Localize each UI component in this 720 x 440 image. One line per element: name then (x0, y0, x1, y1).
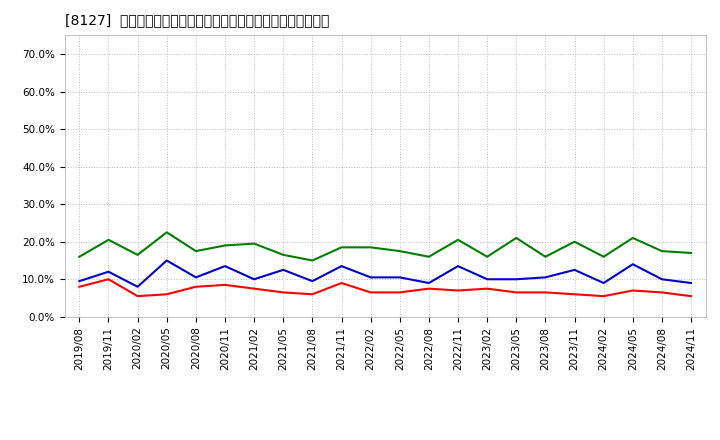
在庫 (425, 280, 433, 286)
売上債権 (366, 290, 375, 295)
買入債務 (133, 252, 142, 257)
買入債務 (366, 245, 375, 250)
売上債権 (570, 292, 579, 297)
買入債務 (75, 254, 84, 259)
買入債務 (541, 254, 550, 259)
買入債務 (483, 254, 492, 259)
売上債権 (337, 280, 346, 286)
在庫 (163, 258, 171, 263)
買入債務 (104, 237, 113, 242)
買入債務 (512, 235, 521, 241)
在庫 (512, 277, 521, 282)
売上債権 (133, 293, 142, 299)
売上債権 (687, 293, 696, 299)
在庫 (337, 264, 346, 269)
売上債権 (483, 286, 492, 291)
在庫 (687, 280, 696, 286)
買入債務 (250, 241, 258, 246)
買入債務 (395, 249, 404, 254)
在庫 (483, 277, 492, 282)
Line: 売上債権: 売上債権 (79, 279, 691, 296)
在庫 (629, 262, 637, 267)
在庫 (366, 275, 375, 280)
在庫 (279, 267, 287, 272)
売上債権 (395, 290, 404, 295)
買入債務 (629, 235, 637, 241)
売上債権 (512, 290, 521, 295)
売上債権 (629, 288, 637, 293)
売上債権 (163, 292, 171, 297)
在庫 (541, 275, 550, 280)
在庫 (308, 279, 317, 284)
在庫 (395, 275, 404, 280)
売上債権 (599, 293, 608, 299)
在庫 (75, 279, 84, 284)
売上債権 (541, 290, 550, 295)
売上債権 (308, 292, 317, 297)
買入債務 (687, 250, 696, 256)
Text: [8127]  売上債権、在庫、買入債務の総資産に対する比率の推移: [8127] 売上債権、在庫、買入債務の総資産に対する比率の推移 (65, 13, 329, 27)
在庫 (454, 264, 462, 269)
買入債務 (454, 237, 462, 242)
買入債務 (657, 249, 666, 254)
買入債務 (163, 230, 171, 235)
Line: 在庫: 在庫 (79, 260, 691, 287)
買入債務 (308, 258, 317, 263)
売上債権 (454, 288, 462, 293)
在庫 (104, 269, 113, 275)
買入債務 (220, 243, 229, 248)
売上債権 (657, 290, 666, 295)
買入債務 (425, 254, 433, 259)
在庫 (250, 277, 258, 282)
在庫 (657, 277, 666, 282)
在庫 (133, 284, 142, 290)
在庫 (220, 264, 229, 269)
在庫 (599, 280, 608, 286)
買入債務 (570, 239, 579, 244)
売上債権 (250, 286, 258, 291)
売上債権 (75, 284, 84, 290)
買入債務 (337, 245, 346, 250)
在庫 (192, 275, 200, 280)
売上債権 (220, 282, 229, 287)
Line: 買入債務: 買入債務 (79, 232, 691, 260)
買入債務 (599, 254, 608, 259)
買入債務 (192, 249, 200, 254)
売上債権 (279, 290, 287, 295)
売上債権 (192, 284, 200, 290)
在庫 (570, 267, 579, 272)
売上債権 (425, 286, 433, 291)
売上債権 (104, 277, 113, 282)
買入債務 (279, 252, 287, 257)
